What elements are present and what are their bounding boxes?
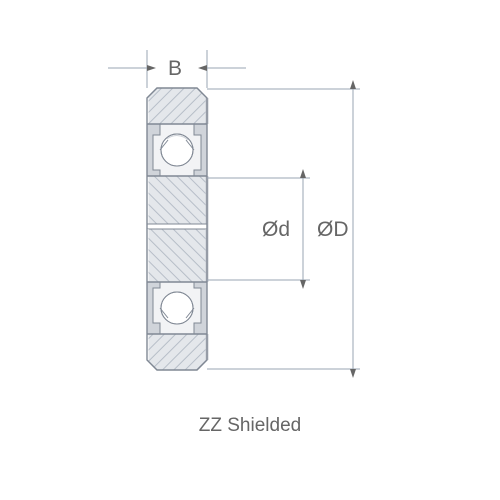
inner-race-bottom (147, 229, 207, 282)
ball-and-shield-bottom (147, 282, 207, 334)
diagram-caption: ZZ Shielded (0, 415, 500, 437)
outer-race-bottom (147, 334, 207, 370)
label-d: Ød (262, 218, 290, 241)
label-D: ØD (317, 218, 349, 241)
inner-race-top (147, 176, 207, 229)
outer-race-top (147, 88, 207, 124)
bearing-cross-section-diagram: B Ød ØD (0, 0, 500, 410)
ball-and-shield-top (147, 124, 207, 176)
label-B: B (168, 57, 182, 80)
